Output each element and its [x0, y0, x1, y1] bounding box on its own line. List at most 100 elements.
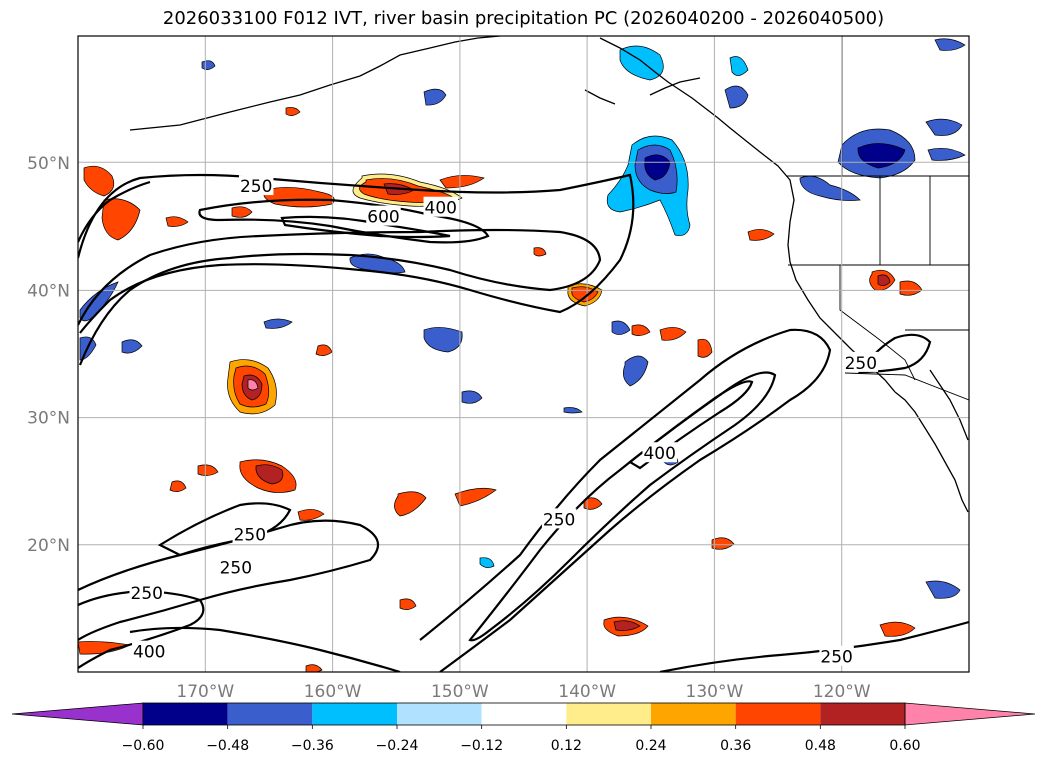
lat-tick-label: 40°N — [27, 281, 70, 301]
contour-label-halo — [642, 442, 677, 463]
ivt-contour-label: 250 — [240, 177, 272, 197]
colorbar — [11, 702, 1036, 726]
lon-tick-label: 120°W — [813, 682, 871, 702]
colorbar-segment — [651, 703, 736, 725]
latitude-tick-labels: 50°N 40°N 30°N 20°N — [27, 154, 70, 556]
colorbar-tick-label: −0.12 — [460, 738, 503, 754]
precip-negative-region — [563, 407, 583, 414]
colorbar-segment — [820, 703, 905, 725]
lon-tick-label: 160°W — [304, 682, 362, 702]
colorbar-tick-label: 0.24 — [635, 738, 666, 754]
ivt-contour-labels: 250 600 400 250 400 250 250 250 250 400 250 — [129, 175, 879, 668]
precip-positive-region — [877, 274, 891, 286]
precip-positive-region — [231, 206, 253, 218]
precip-positive-region — [165, 216, 189, 227]
colorbar-extend-max — [904, 702, 1036, 726]
colorbar-segment — [397, 703, 482, 725]
ivt-contour-label: 400 — [643, 444, 675, 464]
colorbar-segment — [143, 703, 228, 725]
colorbar-tick-labels: −0.60 −0.48 −0.36 −0.24 −0.12 0.12 0.24 0.36 0.4… — [122, 725, 921, 754]
contour-label-halo — [423, 196, 459, 217]
precip-positive-region — [197, 464, 219, 476]
coastlines — [129, 36, 969, 513]
precip-positive-region — [454, 487, 497, 507]
contour-label-halo — [218, 556, 254, 577]
precip-negative-region — [479, 557, 495, 568]
precip-positive-region — [697, 338, 713, 358]
precip-positive-region — [613, 620, 641, 631]
precip-positive-region — [583, 497, 603, 510]
precip-positive-region — [247, 379, 259, 391]
map-frame — [77, 35, 970, 673]
colorbar-tick-label: 0.60 — [889, 738, 920, 754]
contour-label-halo — [819, 645, 854, 666]
lat-tick-label: 50°N — [27, 154, 70, 174]
precip-positive-region — [399, 598, 417, 610]
map-gridlines — [78, 36, 969, 672]
precip-positive-region — [747, 229, 775, 241]
colorbar-outline — [142, 702, 906, 726]
ivt-contour-label: 600 — [367, 208, 399, 228]
colorbar-segment — [227, 703, 313, 725]
precip-pc-shading — [78, 38, 966, 672]
ivt-contour-label: 250 — [820, 648, 852, 668]
precip-positive-region — [439, 175, 485, 189]
precip-negative-region — [423, 88, 447, 106]
precip-negative-region — [925, 580, 961, 599]
precip-positive-region — [305, 664, 323, 672]
precip-negative-region — [724, 85, 749, 109]
precip-negative-region — [644, 154, 671, 181]
precip-positive-region — [255, 464, 284, 485]
longitude-tick-labels: 170°W 160°W 150°W 140°W 130°W 120°W — [176, 682, 870, 702]
precip-negative-region — [263, 318, 293, 329]
colorbar-extend-min — [11, 702, 144, 726]
lat-tick-label: 20°N — [27, 536, 70, 556]
colorbar-tick-label: −0.48 — [206, 738, 249, 754]
precip-positive-region — [711, 537, 735, 550]
colorbar-segment — [735, 703, 821, 725]
precip-positive-region — [315, 344, 333, 356]
contour-label-halo — [541, 508, 577, 529]
precip-positive-region — [297, 509, 325, 521]
contour-label-halo — [132, 640, 167, 661]
lon-tick-label: 130°W — [686, 682, 744, 702]
precip-negative-region — [799, 175, 861, 201]
contour-label-halo — [238, 175, 274, 196]
ivt-contour-label: 250 — [845, 354, 877, 374]
precip-positive-region — [631, 324, 651, 336]
colorbar-segment — [312, 703, 397, 725]
precip-negative-region — [611, 320, 631, 335]
colorbar-tick-label: −0.24 — [376, 738, 419, 754]
precip-negative-region — [623, 355, 649, 387]
precip-positive-region — [659, 327, 687, 341]
precip-negative-region — [461, 390, 483, 404]
precip-negative-region — [121, 339, 143, 354]
ivt-contour-label: 400 — [425, 199, 457, 219]
contour-label-halo — [129, 582, 164, 603]
colorbar-tick-label: −0.36 — [291, 738, 334, 754]
ivt-contour-label: 250 — [220, 559, 252, 579]
colorbar-tick-label: 0.12 — [551, 738, 582, 754]
map-body: 250 600 400 250 400 250 250 250 250 400 250 — [78, 36, 969, 672]
contour-label-halo — [366, 205, 401, 226]
precip-negative-region — [927, 148, 966, 161]
precip-positive-region — [285, 107, 301, 116]
precip-negative-region — [925, 118, 963, 136]
colorbar-segment — [481, 703, 567, 725]
precip-positive-region — [169, 480, 187, 492]
lat-tick-label: 30°N — [27, 409, 70, 429]
contour-label-halo — [232, 523, 268, 544]
colorbar-tick-label: 0.48 — [805, 738, 836, 754]
precip-positive-region — [101, 198, 141, 241]
lon-tick-label: 140°W — [558, 682, 616, 702]
lon-tick-label: 150°W — [431, 682, 489, 702]
colorbar-tick-label: −0.60 — [122, 738, 165, 754]
map-title: 2026033100 F012 IVT, river basin precipi… — [162, 8, 885, 29]
ivt-contour-label: 250 — [131, 584, 163, 604]
precip-positive-region — [394, 491, 427, 517]
precip-negative-region — [423, 327, 463, 353]
ivt-contour-label: 250 — [234, 526, 266, 546]
colorbar-segment — [566, 703, 651, 725]
precip-negative-region — [729, 56, 749, 76]
